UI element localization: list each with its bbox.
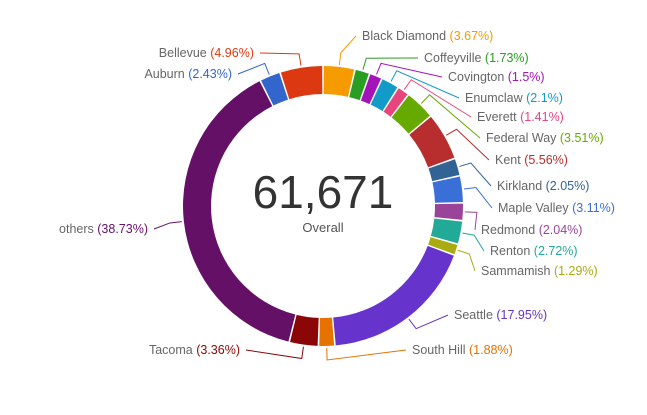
slice-label-percent: (1.29%) xyxy=(554,264,598,278)
slice-label-name: Seattle xyxy=(454,308,496,322)
slice-covington[interactable] xyxy=(360,74,382,105)
slice-south-hill[interactable] xyxy=(319,317,335,346)
slice-coffeyville[interactable] xyxy=(349,69,369,101)
slice-label-name: South Hill xyxy=(412,343,469,357)
slice-label-percent: (2.72%) xyxy=(534,244,578,258)
slice-label-name: Coffeyville xyxy=(424,51,485,65)
slice-label-redmond: Redmond (2.04%) xyxy=(481,223,582,237)
slice-label-percent: (2.04%) xyxy=(539,223,583,237)
slice-maple-valley[interactable] xyxy=(432,176,463,203)
slice-label-name: Bellevue xyxy=(159,46,210,60)
slice-federal-way[interactable] xyxy=(391,95,430,134)
slice-label-percent: (1.88%) xyxy=(469,343,513,357)
slice-others[interactable] xyxy=(182,81,296,342)
leader-lines-group xyxy=(153,35,493,361)
slice-label-south-hill: South Hill (1.88%) xyxy=(412,343,513,357)
slice-label-name: Covington xyxy=(448,70,508,84)
leader-line-black-diamond xyxy=(338,35,357,66)
slice-enumclaw[interactable] xyxy=(370,79,398,112)
slice-label-percent: (1.41%) xyxy=(520,110,564,124)
slice-label-seattle: Seattle (17.95%) xyxy=(454,308,547,322)
slice-label-percent: (1.73%) xyxy=(485,51,529,65)
leader-line-federal-way xyxy=(420,94,481,139)
slice-label-black-diamond: Black Diamond (3.67%) xyxy=(362,29,493,43)
labels-group: Black Diamond (3.67%) Coffeyville (1.73%)… xyxy=(59,29,615,357)
slice-label-name: Kent xyxy=(495,153,524,167)
slice-tacoma[interactable] xyxy=(290,314,319,346)
slice-label-name: Redmond xyxy=(481,223,539,237)
leader-line-kent xyxy=(445,128,490,161)
slice-label-others: others (38.73%) xyxy=(59,222,148,236)
slice-kirkland[interactable] xyxy=(428,159,460,182)
slice-label-percent: (3.36%) xyxy=(196,343,240,357)
leader-line-redmond xyxy=(464,211,478,231)
leader-line-coffeyville xyxy=(362,57,419,70)
leader-line-seattle xyxy=(408,314,449,330)
slice-label-percent: (2.1%) xyxy=(526,91,563,105)
slice-label-name: Enumclaw xyxy=(465,91,526,105)
leader-line-covington xyxy=(376,62,443,78)
slice-label-percent: (38.73%) xyxy=(97,222,148,236)
slice-label-enumclaw: Enumclaw (2.1%) xyxy=(465,91,563,105)
leader-line-sammamish xyxy=(457,249,476,272)
center-total: 61,671 xyxy=(253,166,394,218)
slice-label-percent: (3.67%) xyxy=(450,29,494,43)
leader-line-renton xyxy=(462,232,485,252)
slice-label-bellevue: Bellevue (4.96%) xyxy=(159,46,254,60)
slice-sammamish[interactable] xyxy=(428,237,458,255)
slice-redmond[interactable] xyxy=(434,203,463,220)
slices-group xyxy=(182,66,463,346)
slice-label-everett: Everett (1.41%) xyxy=(477,110,564,124)
slice-kent[interactable] xyxy=(409,116,455,168)
slice-label-name: Sammamish xyxy=(481,264,554,278)
slice-auburn[interactable] xyxy=(261,73,289,106)
center-caption: Overall xyxy=(302,220,343,235)
leader-line-maple-valley xyxy=(463,186,493,209)
slice-label-percent: (3.51%) xyxy=(560,131,604,145)
leader-line-south-hill xyxy=(326,347,407,361)
slice-label-name: Kirkland xyxy=(497,179,546,193)
leader-line-kirkland xyxy=(459,162,492,187)
slice-label-percent: (4.96%) xyxy=(210,46,254,60)
leader-line-bellevue xyxy=(259,52,302,66)
slice-label-percent: (3.11%) xyxy=(572,201,615,215)
slice-label-name: Maple Valley xyxy=(498,201,572,215)
slice-label-covington: Covington (1.5%) xyxy=(448,70,545,84)
slice-label-percent: (2.05%) xyxy=(546,179,590,193)
slice-label-percent: (2.43%) xyxy=(188,67,232,81)
slice-label-name: Black Diamond xyxy=(362,29,450,43)
slice-label-kent: Kent (5.56%) xyxy=(495,153,568,167)
slice-label-tacoma: Tacoma (3.36%) xyxy=(149,343,240,357)
slice-label-name: Renton xyxy=(490,244,534,258)
slice-label-coffeyville: Coffeyville (1.73%) xyxy=(424,51,529,65)
slice-label-percent: (1.5%) xyxy=(508,70,545,84)
slice-label-name: Auburn xyxy=(144,67,188,81)
slice-label-maple-valley: Maple Valley (3.11%) xyxy=(498,201,615,215)
leader-line-others xyxy=(153,221,182,230)
slice-label-percent: (17.95%) xyxy=(496,308,547,322)
slice-everett[interactable] xyxy=(383,88,408,117)
slice-label-name: Federal Way xyxy=(486,131,560,145)
leader-line-enumclaw xyxy=(390,70,460,99)
slice-bellevue[interactable] xyxy=(280,66,323,100)
leader-line-everett xyxy=(403,79,472,118)
slice-label-federal-way: Federal Way (3.51%) xyxy=(486,131,604,145)
slice-black-diamond[interactable] xyxy=(323,66,355,97)
slice-seattle[interactable] xyxy=(333,245,454,346)
slice-renton[interactable] xyxy=(430,218,463,244)
slice-label-name: Tacoma xyxy=(149,343,196,357)
slice-label-name: others xyxy=(59,222,97,236)
slice-label-name: Everett xyxy=(477,110,520,124)
slice-label-renton: Renton (2.72%) xyxy=(490,244,578,258)
slice-label-auburn: Auburn (2.43%) xyxy=(144,67,232,81)
leader-line-tacoma xyxy=(245,346,304,360)
slice-label-sammamish: Sammamish (1.29%) xyxy=(481,264,598,278)
leader-line-auburn xyxy=(237,62,270,75)
slice-label-percent: (5.56%) xyxy=(524,153,568,167)
slice-label-kirkland: Kirkland (2.05%) xyxy=(497,179,589,193)
